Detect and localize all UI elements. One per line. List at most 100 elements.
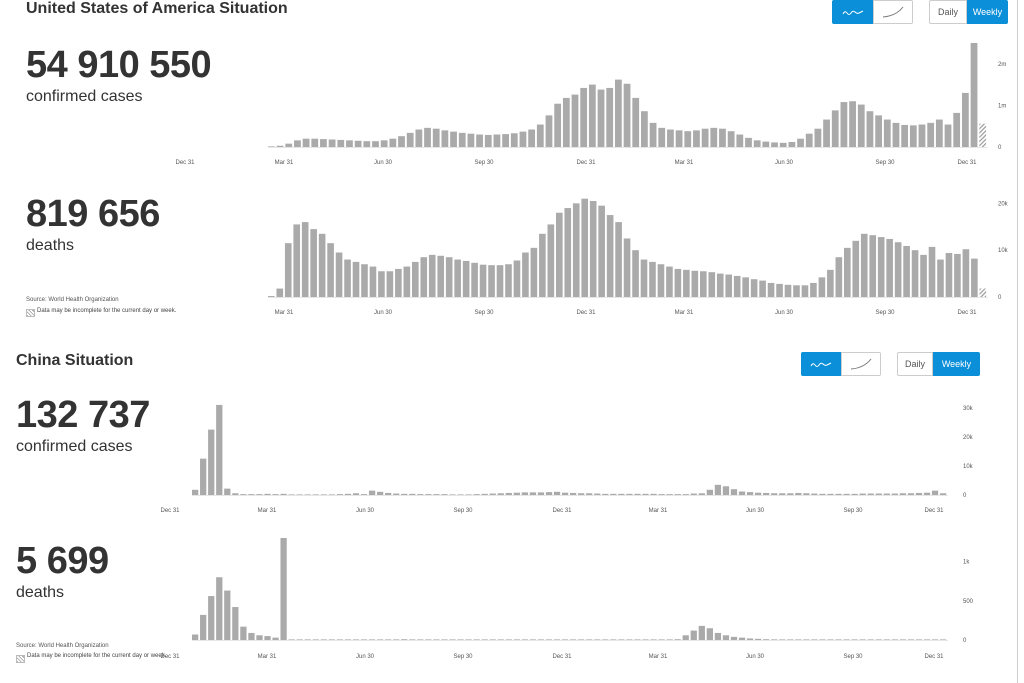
bar bbox=[746, 492, 754, 495]
bar bbox=[337, 139, 345, 147]
log-scale-toggle-china[interactable] bbox=[841, 352, 881, 376]
bar bbox=[224, 590, 231, 640]
bar bbox=[433, 494, 440, 495]
bar bbox=[530, 247, 538, 297]
bar bbox=[537, 492, 545, 495]
bar bbox=[945, 252, 953, 297]
bar bbox=[409, 493, 416, 495]
bar bbox=[256, 635, 263, 640]
bar bbox=[545, 115, 553, 147]
bar bbox=[232, 607, 239, 640]
bar bbox=[320, 494, 327, 495]
bar bbox=[328, 494, 335, 495]
log-scale-toggle-usa[interactable] bbox=[873, 0, 913, 24]
y-tick-label: 1m bbox=[998, 103, 1006, 109]
bar bbox=[827, 493, 834, 495]
china-incomplete-note: Data may be incomplete for the current d… bbox=[27, 653, 167, 659]
china-cases-number: 132 737 bbox=[16, 394, 150, 436]
bar bbox=[200, 614, 207, 640]
bar bbox=[742, 277, 749, 297]
bar bbox=[378, 271, 385, 297]
weekly-button-usa[interactable]: Weekly bbox=[967, 0, 1008, 24]
bar bbox=[877, 237, 885, 297]
x-tick-label: Sep 30 bbox=[843, 508, 863, 514]
x-tick-label: Jun 30 bbox=[356, 508, 375, 514]
bar bbox=[264, 636, 271, 640]
bar bbox=[310, 229, 317, 297]
bar bbox=[216, 404, 223, 495]
bar bbox=[450, 131, 457, 147]
bar bbox=[725, 274, 733, 297]
bar bbox=[586, 639, 593, 640]
x-tick-label: Sep 30 bbox=[474, 310, 494, 316]
bar bbox=[216, 577, 223, 640]
bar bbox=[510, 133, 518, 147]
bar bbox=[318, 233, 326, 297]
bar bbox=[521, 492, 529, 495]
bar bbox=[623, 83, 631, 147]
y-tick-label: 20k bbox=[963, 435, 974, 441]
x-tick-label: Jun 30 bbox=[356, 654, 375, 660]
bar bbox=[632, 97, 640, 147]
bar bbox=[626, 493, 633, 495]
bar bbox=[545, 492, 553, 495]
bar bbox=[547, 224, 555, 297]
bar bbox=[352, 493, 360, 495]
bar bbox=[750, 279, 758, 297]
bar bbox=[730, 489, 738, 495]
bar bbox=[256, 494, 263, 495]
bar bbox=[372, 141, 379, 147]
bar bbox=[954, 253, 961, 297]
bar bbox=[240, 494, 247, 495]
daily-button-usa[interactable]: Daily bbox=[929, 0, 967, 24]
bar bbox=[835, 493, 842, 495]
bar bbox=[562, 97, 570, 147]
bar bbox=[784, 284, 792, 297]
bar bbox=[335, 252, 343, 297]
bar bbox=[927, 122, 935, 147]
x-tick-label: Dec 31 bbox=[924, 508, 944, 514]
bar bbox=[683, 269, 690, 297]
bar bbox=[722, 486, 730, 495]
bar bbox=[361, 264, 368, 297]
bar bbox=[674, 268, 682, 297]
bar bbox=[389, 138, 397, 147]
bar bbox=[736, 134, 744, 147]
y-tick-label: 1k bbox=[963, 560, 970, 566]
bar bbox=[556, 212, 563, 297]
bar bbox=[892, 122, 900, 147]
linear-scale-toggle-china[interactable] bbox=[801, 352, 841, 376]
bar bbox=[311, 138, 319, 147]
bar bbox=[564, 208, 572, 297]
bar bbox=[640, 259, 648, 297]
bar bbox=[907, 493, 915, 495]
bar bbox=[779, 493, 786, 495]
bar bbox=[513, 639, 520, 640]
linear-scale-toggle-usa[interactable] bbox=[832, 0, 873, 24]
bar bbox=[497, 639, 504, 640]
bar bbox=[545, 639, 553, 640]
bar bbox=[457, 639, 464, 640]
usa-cases-chart: 0 1m 2m Dec 31 Mar 31 Jun 30 Sep 30 Dec 31 Mar 3… bbox=[175, 43, 1006, 166]
bar bbox=[674, 639, 681, 640]
bar bbox=[920, 254, 927, 297]
bar bbox=[528, 129, 536, 147]
daily-button-china[interactable]: Daily bbox=[897, 352, 933, 376]
curve-line-icon bbox=[850, 358, 872, 370]
bar bbox=[844, 247, 851, 297]
bar bbox=[857, 104, 865, 147]
bar bbox=[224, 488, 231, 495]
bar bbox=[554, 103, 562, 147]
weekly-button-china[interactable]: Weekly bbox=[933, 352, 980, 376]
bar bbox=[415, 129, 423, 147]
bar bbox=[745, 137, 752, 147]
bar bbox=[581, 198, 589, 297]
x-tick-label: Sep 30 bbox=[843, 654, 863, 660]
y-tick-label: 30k bbox=[963, 406, 974, 412]
bar bbox=[425, 494, 432, 495]
bar bbox=[445, 257, 453, 297]
bar bbox=[248, 494, 255, 495]
x-tick-label: Jun 30 bbox=[746, 508, 765, 514]
bar bbox=[746, 638, 754, 640]
bar bbox=[360, 494, 368, 495]
